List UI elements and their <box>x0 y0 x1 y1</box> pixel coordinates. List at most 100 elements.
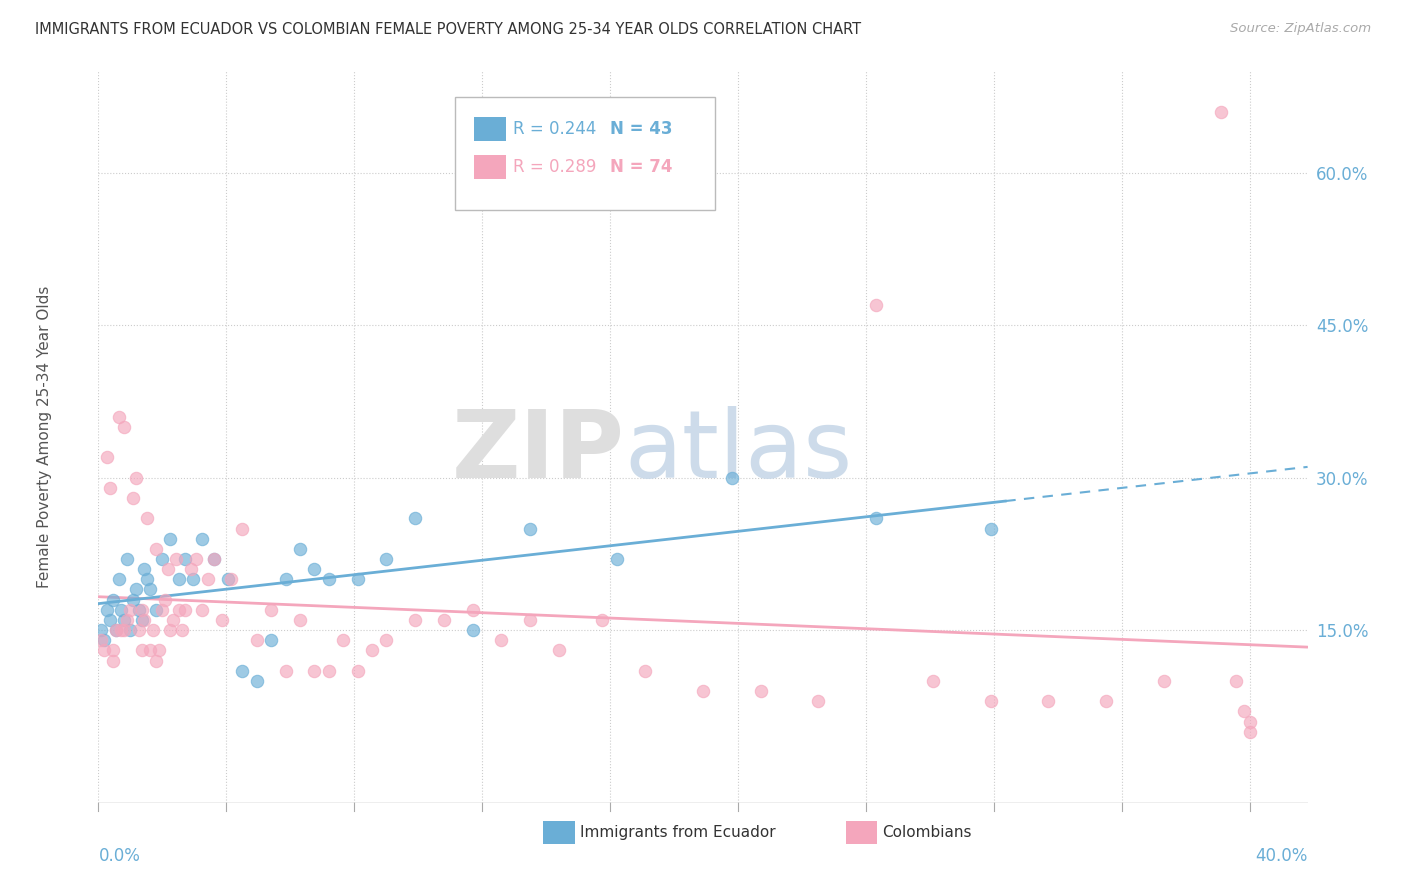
Point <box>115 613 138 627</box>
Point <box>304 562 326 576</box>
Point <box>375 552 398 566</box>
Point <box>150 552 173 566</box>
Point <box>219 572 242 586</box>
FancyBboxPatch shape <box>474 155 506 179</box>
Point <box>807 694 830 708</box>
Point <box>173 603 195 617</box>
Point <box>980 694 1002 708</box>
Point <box>361 643 384 657</box>
Point <box>148 643 170 657</box>
Point <box>170 623 193 637</box>
Point <box>1095 694 1118 708</box>
Point <box>139 582 162 597</box>
Point <box>101 592 124 607</box>
Point <box>274 572 297 586</box>
Point <box>159 532 181 546</box>
Point <box>606 552 628 566</box>
Point <box>96 450 118 465</box>
Point <box>112 613 135 627</box>
Point <box>101 643 124 657</box>
Point <box>139 643 162 657</box>
Text: R = 0.289: R = 0.289 <box>513 158 596 177</box>
Point <box>131 603 153 617</box>
Point <box>1225 673 1247 688</box>
Text: Source: ZipAtlas.com: Source: ZipAtlas.com <box>1230 22 1371 36</box>
Point <box>98 481 121 495</box>
Point <box>304 664 326 678</box>
Point <box>288 541 311 556</box>
Text: R = 0.244: R = 0.244 <box>513 120 596 138</box>
Point <box>90 633 112 648</box>
Point <box>120 623 142 637</box>
Point <box>96 603 118 617</box>
Point <box>231 664 253 678</box>
Point <box>1153 673 1175 688</box>
Text: Immigrants from Ecuador: Immigrants from Ecuador <box>579 825 775 840</box>
Point <box>153 592 176 607</box>
Point <box>634 664 657 678</box>
Point <box>749 684 772 698</box>
Point <box>134 613 156 627</box>
Point <box>150 603 173 617</box>
Point <box>318 572 340 586</box>
Point <box>180 562 202 576</box>
Point <box>260 633 283 648</box>
Point <box>136 511 159 525</box>
Point <box>156 562 179 576</box>
Point <box>202 552 225 566</box>
Text: ZIP: ZIP <box>451 406 624 498</box>
Point <box>1239 724 1261 739</box>
Point <box>519 521 541 535</box>
Point <box>461 623 484 637</box>
Point <box>134 562 156 576</box>
Point <box>173 552 195 566</box>
Point <box>122 592 145 607</box>
Point <box>865 298 887 312</box>
Point <box>191 603 214 617</box>
Point <box>122 491 145 505</box>
Point <box>1038 694 1060 708</box>
Text: IMMIGRANTS FROM ECUADOR VS COLOMBIAN FEMALE POVERTY AMONG 25-34 YEAR OLDS CORREL: IMMIGRANTS FROM ECUADOR VS COLOMBIAN FEM… <box>35 22 862 37</box>
Point <box>131 613 153 627</box>
Point <box>159 623 181 637</box>
Point <box>186 552 208 566</box>
Text: Colombians: Colombians <box>882 825 972 840</box>
Point <box>145 541 167 556</box>
Point <box>217 572 239 586</box>
Point <box>90 623 112 637</box>
Point <box>332 633 354 648</box>
Point <box>211 613 233 627</box>
Point <box>197 572 219 586</box>
FancyBboxPatch shape <box>845 821 877 845</box>
Point <box>865 511 887 525</box>
Point <box>1233 705 1256 719</box>
Text: Female Poverty Among 25-34 Year Olds: Female Poverty Among 25-34 Year Olds <box>37 286 52 588</box>
Point <box>167 572 190 586</box>
Point <box>112 420 135 434</box>
Point <box>128 603 150 617</box>
Point <box>128 623 150 637</box>
Point <box>112 623 135 637</box>
Point <box>107 409 129 424</box>
Point <box>1239 714 1261 729</box>
Point <box>110 603 132 617</box>
Text: 40.0%: 40.0% <box>1256 847 1308 864</box>
Point <box>1211 105 1233 120</box>
Point <box>288 613 311 627</box>
Point <box>922 673 945 688</box>
Point <box>162 613 184 627</box>
Point <box>107 572 129 586</box>
Text: 0.0%: 0.0% <box>98 847 141 864</box>
Text: atlas: atlas <box>624 406 852 498</box>
Point <box>404 511 426 525</box>
Point <box>231 521 253 535</box>
Point <box>145 603 167 617</box>
Point <box>692 684 714 698</box>
Point <box>346 572 368 586</box>
Point <box>142 623 165 637</box>
Point <box>404 613 426 627</box>
Point <box>375 633 398 648</box>
Point <box>167 603 190 617</box>
Point <box>165 552 187 566</box>
Point <box>183 572 205 586</box>
